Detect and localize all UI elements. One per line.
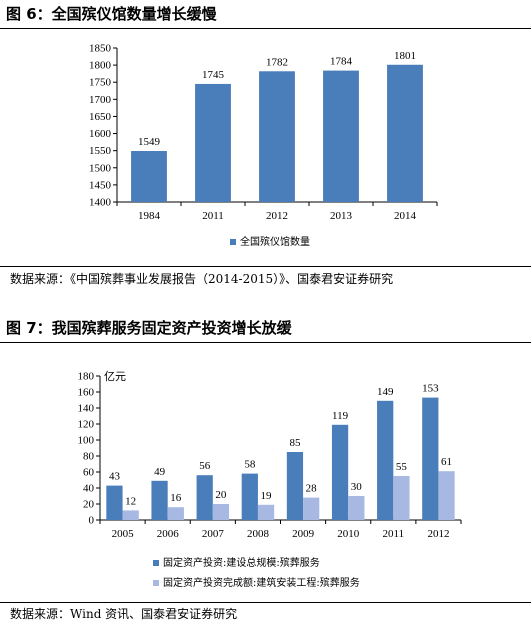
- figure7-y-tick-label: 20: [83, 499, 95, 511]
- figure7-y-tick-label: 80: [83, 451, 95, 463]
- figure7-bar: [167, 507, 184, 520]
- figure7-bar: [241, 473, 258, 520]
- figure7-data-label: 30: [351, 481, 363, 493]
- figure6-chart: 1400 1450 1500 1550 1600 1650 1700 1750 1800 1850…: [89, 43, 438, 248]
- figure6-bar: [323, 70, 359, 202]
- figure7-bar: [377, 400, 394, 520]
- figure6-bar: [387, 64, 423, 202]
- figure6-y-tick-label: 1650: [89, 111, 112, 123]
- figure7-bar: [348, 496, 365, 520]
- figure6-x-tick-label: 2011: [202, 210, 224, 222]
- figure7-bar: [438, 471, 455, 520]
- figure7-y-tick-label: 100: [78, 435, 95, 447]
- figure7-y-tick-label: 160: [78, 387, 95, 399]
- figure7-x-tick-label: 2006: [157, 528, 180, 540]
- figure7-source: 数据来源：Wind 资讯、国泰君安证券研究: [10, 607, 238, 621]
- figure7-x-tick-label: 2005: [112, 528, 135, 540]
- figure7-x-tick-label: 2011: [383, 528, 405, 540]
- figure6-x-tick-label: 1984: [138, 210, 161, 222]
- figure7-data-label: 119: [332, 410, 349, 422]
- figure7-x-tick-label: 2007: [202, 528, 225, 540]
- figure7-bar: [393, 476, 410, 520]
- figure7-y-tick-label: 140: [78, 403, 95, 415]
- figure7-data-label: 43: [109, 471, 121, 483]
- figure7-bar: [303, 497, 320, 520]
- figure7-data-label: 16: [170, 492, 182, 504]
- figure7-data-label: 58: [244, 459, 256, 471]
- figure7-legend-swatch: [153, 560, 159, 566]
- figure6-legend-swatch: [230, 239, 236, 245]
- figure6-y-tick-label: 1750: [89, 77, 112, 89]
- figure6-title-rule: [0, 28, 531, 29]
- figure7-y-axis-label: 亿元: [104, 370, 126, 383]
- figure7-x-tick-label: 2009: [292, 528, 315, 540]
- figure7-data-label: 12: [125, 495, 136, 507]
- figure6-bottom-rule: [0, 266, 531, 267]
- figure7-data-label: 28: [306, 483, 318, 495]
- figure7-data-label: 153: [422, 383, 439, 395]
- figure6-data-label: 1784: [330, 56, 353, 68]
- figure6-title: 图 6：全国殡仪馆数量增长缓慢: [6, 5, 217, 23]
- figure7-data-label: 49: [154, 466, 166, 478]
- figure6-x-tick-label: 2012: [266, 210, 288, 222]
- figure6-y-tick-label: 1500: [89, 162, 112, 174]
- figure7-legend-swatch: [153, 580, 159, 586]
- figure7-legend-label: 固定资产投资完成额:建筑安装工程:殡葬服务: [163, 576, 360, 589]
- figure6-x-tick-label: 2013: [330, 210, 353, 222]
- figure7-data-label: 55: [396, 461, 408, 473]
- figure7-bar: [122, 510, 139, 520]
- figure7-y-tick-label: 0: [89, 515, 95, 527]
- figure7-y-tick-label: 60: [83, 467, 95, 479]
- figure7-data-label: 149: [377, 386, 394, 398]
- figure6-bar: [259, 71, 295, 202]
- figure6-source: 数据来源：《中国殡葬事业发展报告（2014-2015）》、国泰君安证券研究: [10, 272, 394, 286]
- figure7-bottom-rule: [0, 602, 531, 603]
- figure7-y-tick-label: 120: [78, 419, 95, 431]
- figure7-bar: [196, 475, 213, 520]
- figure6-x-tick-label: 2014: [394, 210, 417, 222]
- figure7-bar: [151, 480, 168, 520]
- figure7-title-rule: [0, 342, 531, 343]
- figure6-data-label: 1745: [202, 69, 225, 81]
- figure6-y-tick-label: 1450: [89, 179, 112, 191]
- figure7-y-tick-label: 40: [83, 483, 95, 495]
- figure6-data-label: 1549: [138, 136, 161, 148]
- figure6-y-tick-label: 1400: [89, 197, 112, 209]
- figure6-data-label: 1782: [266, 56, 288, 68]
- figure7-bar: [422, 397, 439, 520]
- figure7-data-label: 61: [441, 456, 452, 468]
- figure6-y-tick-label: 1600: [89, 128, 112, 140]
- figure6-y-tick-label: 1800: [89, 60, 112, 72]
- figure7-y-tick-label: 180: [78, 371, 95, 383]
- figure6-legend-label: 全国殡仪馆数量: [240, 235, 310, 248]
- figure6-bar: [131, 151, 167, 202]
- figure7-data-label: 19: [261, 490, 273, 502]
- figure7-x-tick-label: 2010: [337, 528, 360, 540]
- figure7-bar: [286, 452, 304, 520]
- figure6-data-label: 1801: [394, 50, 416, 62]
- figure7-bar: [106, 485, 123, 520]
- figure6-y-tick-label: 1550: [89, 145, 112, 157]
- figure7-x-tick-label: 2008: [247, 528, 270, 540]
- figure7-bar: [331, 424, 349, 520]
- figure7-data-label: 85: [289, 437, 301, 449]
- figure7-x-tick-label: 2012: [427, 528, 449, 540]
- figure6-y-tick-label: 1850: [89, 43, 112, 55]
- figure7-legend-label: 固定资产投资:建设总规模:殡葬服务: [163, 556, 320, 569]
- figure7-chart: 0 20 40 60 80 100 120 140 160 180 亿元 2005 43 12 2006 49…: [78, 370, 462, 589]
- figure7-title: 图 7：我国殡葬服务固定资产投资增长放缓: [6, 319, 292, 337]
- figure7-bar: [257, 504, 275, 520]
- figure6-y-tick-label: 1700: [89, 94, 112, 106]
- figure7-data-label: 56: [199, 460, 211, 472]
- figure7-data-label: 20: [215, 489, 227, 501]
- figure7-bar: [212, 504, 230, 520]
- figure6-bar: [195, 83, 231, 202]
